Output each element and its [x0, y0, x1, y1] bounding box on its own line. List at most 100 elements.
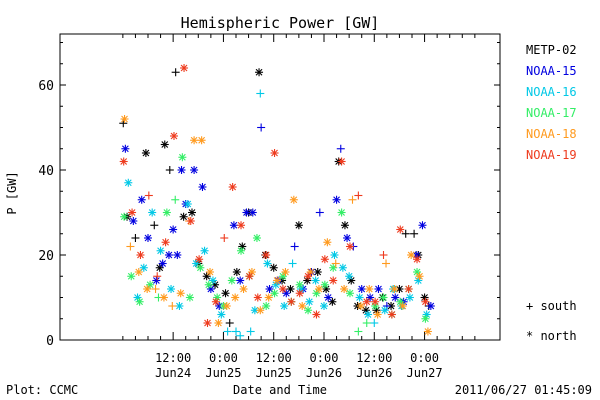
data-point	[237, 246, 246, 255]
data-point	[278, 285, 287, 293]
data-point	[410, 229, 419, 238]
data-point	[391, 293, 400, 302]
data-point	[340, 285, 349, 293]
data-point	[202, 272, 211, 281]
data-point	[146, 280, 155, 289]
data-point	[190, 166, 199, 174]
x-tick-time: 12:00	[356, 351, 392, 365]
data-point	[387, 302, 396, 310]
data-point	[143, 285, 152, 293]
data-point	[281, 268, 290, 276]
legend-entry: NOAA-17	[526, 106, 577, 120]
data-point	[305, 297, 314, 306]
data-point	[270, 149, 279, 157]
x-tick-time: 0:00	[410, 351, 439, 365]
data-point	[371, 297, 380, 306]
data-point	[354, 327, 363, 336]
data-point	[379, 293, 388, 302]
data-point	[248, 208, 257, 217]
data-point	[246, 327, 255, 336]
data-point	[176, 289, 185, 298]
y-tick-label: 20	[38, 249, 54, 264]
data-point	[404, 285, 413, 293]
data-point	[356, 302, 365, 310]
x-tick-date: Jun26	[356, 366, 392, 380]
data-point	[256, 89, 265, 98]
data-point	[128, 208, 137, 217]
data-point	[250, 306, 259, 315]
chart-title: Hemispheric Power [GW]	[181, 14, 380, 32]
data-point	[288, 259, 297, 268]
data-point	[337, 208, 346, 217]
data-point	[188, 208, 196, 217]
data-point	[139, 263, 148, 272]
data-point	[264, 293, 273, 302]
data-point	[280, 302, 289, 310]
data-point	[269, 263, 278, 272]
data-point	[144, 234, 152, 242]
data-point	[159, 293, 168, 302]
data-point	[345, 272, 354, 281]
data-point	[167, 285, 176, 293]
data-point	[345, 289, 354, 298]
data-point	[331, 259, 340, 268]
data-point	[131, 234, 140, 242]
data-point	[287, 297, 296, 306]
data-point	[221, 289, 230, 298]
data-point	[227, 276, 236, 285]
data-point	[231, 293, 240, 302]
data-point	[198, 183, 207, 191]
data-point	[413, 255, 422, 264]
data-point	[120, 212, 129, 221]
marker-legend: + south * north	[526, 299, 577, 343]
data-point	[295, 280, 304, 289]
x-tick-date: Jun24	[155, 366, 191, 380]
plot-frame	[59, 33, 501, 341]
data-point	[253, 293, 262, 302]
x-tick-date: Jun25	[205, 366, 241, 380]
data-point	[129, 217, 138, 225]
data-point	[217, 310, 226, 319]
data-point	[340, 221, 349, 230]
data-point	[422, 310, 431, 319]
data-point	[148, 208, 157, 217]
data-point	[262, 302, 271, 310]
data-point	[155, 263, 164, 272]
data-point	[364, 310, 372, 319]
data-point	[355, 293, 364, 302]
data-point	[204, 280, 213, 289]
data-point	[121, 144, 130, 153]
data-point	[257, 123, 266, 132]
data-point	[137, 195, 146, 204]
data-point	[418, 221, 427, 230]
data-point	[379, 251, 388, 259]
data-point	[396, 225, 405, 234]
data-point	[242, 208, 251, 217]
y-tick-label: 40	[38, 164, 54, 179]
data-point	[290, 242, 299, 251]
data-point	[165, 166, 174, 174]
data-point	[135, 297, 144, 306]
data-point	[229, 221, 238, 230]
data-point	[362, 319, 371, 327]
x-tick-date: Jun25	[256, 366, 292, 380]
data-point	[173, 251, 182, 259]
data-point	[124, 178, 133, 187]
data-point	[239, 285, 248, 293]
data-point	[263, 259, 272, 268]
data-point	[220, 234, 229, 242]
data-point	[320, 255, 329, 264]
data-point	[332, 195, 341, 204]
data-point	[158, 259, 167, 268]
data-point	[336, 144, 345, 153]
data-point	[228, 183, 237, 191]
data-point	[282, 289, 291, 298]
data-point	[390, 285, 399, 293]
data-point	[265, 285, 274, 293]
data-point	[213, 293, 222, 302]
satellite-legend: METP-02 NOAA-15 NOAA-16 NOAA-17 NOAA-18 NOAA-…	[526, 43, 577, 162]
data-point	[222, 302, 231, 310]
legend-entry: NOAA-16	[526, 85, 577, 99]
data-point	[126, 242, 135, 251]
y-axis-label: P [GW]	[5, 171, 19, 214]
